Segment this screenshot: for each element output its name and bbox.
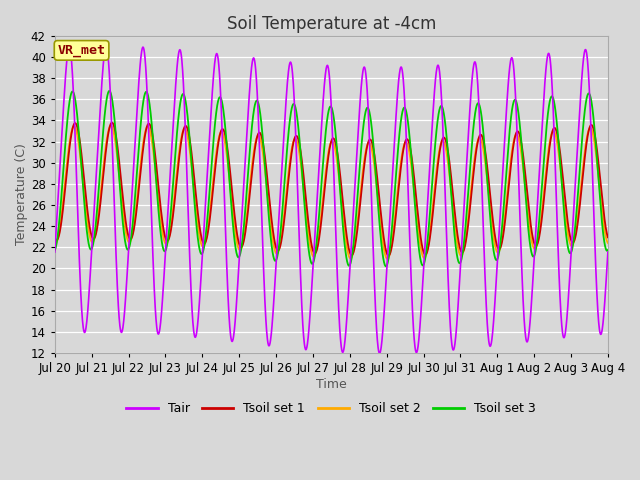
- Text: VR_met: VR_met: [58, 44, 106, 57]
- Title: Soil Temperature at -4cm: Soil Temperature at -4cm: [227, 15, 436, 33]
- Legend: Tair, Tsoil set 1, Tsoil set 2, Tsoil set 3: Tair, Tsoil set 1, Tsoil set 2, Tsoil se…: [122, 397, 541, 420]
- Y-axis label: Temperature (C): Temperature (C): [15, 144, 28, 245]
- X-axis label: Time: Time: [316, 378, 347, 391]
